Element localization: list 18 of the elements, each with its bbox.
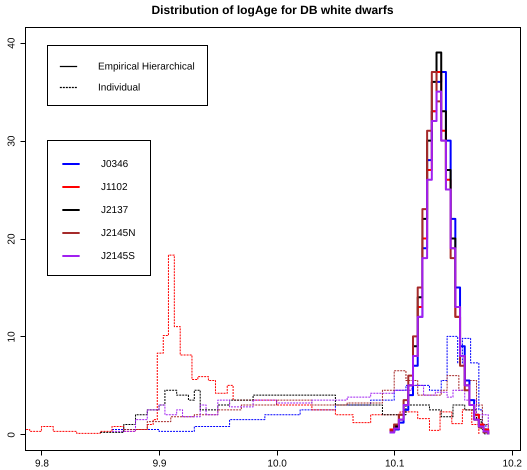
x-tick-label: 9.8	[35, 458, 50, 470]
y-tick-label: 0	[6, 432, 18, 438]
x-tick-label: 9.9	[152, 458, 167, 470]
chart-title: Distribution of logAge for DB white dwarfs	[152, 3, 394, 17]
legend-label: J2145N	[101, 228, 136, 239]
y-tick-label: 30	[6, 135, 18, 147]
annotation: Individual	[98, 82, 140, 94]
y-tick-label: 40	[6, 37, 18, 49]
y-tick-label: 20	[6, 233, 18, 245]
legend-label: J2137	[101, 205, 129, 216]
legend-label: J1102	[101, 182, 128, 193]
annotation: Empirical Hierarchical	[98, 62, 195, 72]
x-tick-label: 10.1	[384, 458, 405, 470]
legend-label: J0346	[101, 159, 129, 170]
x-tick-label: 10.0	[267, 458, 288, 470]
y-tick-label: 10	[6, 330, 18, 342]
legend-label: J2145S	[101, 251, 136, 262]
x-tick-label: 10.2	[502, 458, 522, 470]
